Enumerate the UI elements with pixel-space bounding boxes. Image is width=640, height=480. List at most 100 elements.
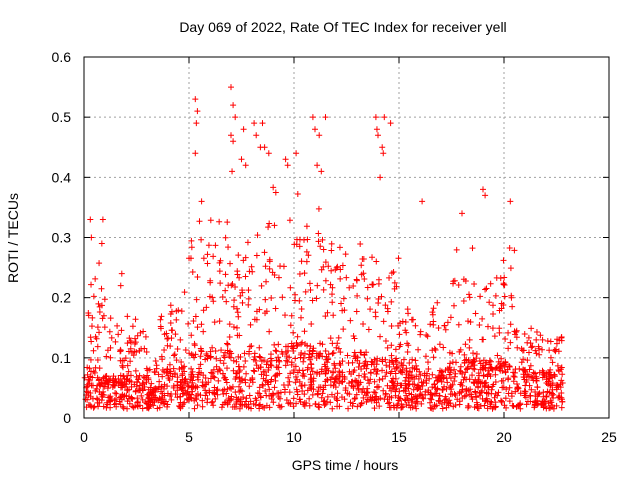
data-point <box>319 236 326 243</box>
data-point <box>239 289 246 296</box>
data-point <box>124 362 131 369</box>
data-point <box>335 345 342 352</box>
data-point <box>333 264 340 271</box>
data-point <box>250 356 257 363</box>
data-point <box>292 373 299 380</box>
data-point <box>533 329 540 336</box>
data-point <box>280 263 287 270</box>
data-point <box>265 366 272 373</box>
data-point <box>455 321 462 328</box>
data-point <box>142 333 149 340</box>
data-point <box>102 380 109 387</box>
data-point <box>471 281 478 288</box>
data-point <box>199 397 206 404</box>
data-point <box>477 293 484 300</box>
data-point <box>259 382 266 389</box>
grid-lines <box>84 57 609 418</box>
data-point <box>287 370 294 377</box>
data-point <box>315 230 322 237</box>
data-point <box>159 373 166 380</box>
data-point <box>109 381 116 388</box>
data-point <box>251 120 258 127</box>
data-point <box>422 353 429 360</box>
data-point <box>224 219 231 226</box>
data-point <box>168 391 175 398</box>
data-point <box>268 395 275 402</box>
data-point <box>190 317 197 324</box>
data-point <box>547 354 554 361</box>
data-point <box>536 351 543 358</box>
data-point <box>296 271 303 278</box>
data-point <box>371 405 378 412</box>
data-point <box>506 244 513 251</box>
data-point <box>337 275 344 282</box>
data-point <box>353 308 360 315</box>
data-point <box>324 377 331 384</box>
data-point <box>245 295 252 302</box>
data-point <box>334 390 341 397</box>
data-point <box>177 379 184 386</box>
data-point <box>342 251 349 258</box>
data-point <box>529 343 536 350</box>
y-tick-label: 0.4 <box>52 169 72 185</box>
data-point <box>484 405 491 412</box>
data-point <box>442 367 449 374</box>
data-point <box>302 288 309 295</box>
data-point <box>398 362 405 369</box>
data-point <box>298 305 305 312</box>
data-point <box>279 294 286 301</box>
data-point <box>222 234 229 241</box>
data-point <box>403 401 410 408</box>
data-point <box>225 244 232 251</box>
data-point <box>266 328 273 335</box>
data-point <box>245 287 252 294</box>
data-point <box>305 252 312 259</box>
data-point <box>173 316 180 323</box>
data-point <box>250 367 257 374</box>
data-point <box>130 352 137 359</box>
data-point <box>354 382 361 389</box>
data-point <box>388 342 395 349</box>
data-point <box>88 323 95 330</box>
data-point <box>518 359 525 366</box>
data-point <box>191 405 198 412</box>
data-point <box>153 362 160 369</box>
data-point <box>434 299 441 306</box>
data-point <box>337 349 344 356</box>
data-point <box>118 396 125 403</box>
data-point <box>501 402 508 409</box>
data-point <box>288 312 295 319</box>
data-point <box>405 397 412 404</box>
data-point <box>212 242 219 249</box>
data-point <box>253 308 260 315</box>
data-point <box>399 318 406 325</box>
data-point <box>520 347 527 354</box>
data-point <box>333 344 340 351</box>
data-point <box>425 366 432 373</box>
data-point <box>440 344 447 351</box>
data-point <box>206 293 213 300</box>
data-point <box>339 379 346 386</box>
data-point <box>457 346 464 353</box>
data-point <box>132 316 139 323</box>
data-point <box>369 254 376 261</box>
data-point <box>354 354 361 361</box>
data-point <box>179 364 186 371</box>
data-point <box>259 381 266 388</box>
data-point <box>421 370 428 377</box>
data-point <box>530 377 537 384</box>
data-point <box>271 271 278 278</box>
data-point <box>148 380 155 387</box>
data-point <box>537 332 544 339</box>
data-point <box>242 162 249 169</box>
data-point <box>198 236 205 243</box>
data-point <box>344 352 351 359</box>
data-point <box>524 339 531 346</box>
data-point <box>200 307 207 314</box>
data-point <box>405 310 412 317</box>
data-point <box>177 336 184 343</box>
data-point <box>392 392 399 399</box>
data-point <box>84 396 91 403</box>
data-point <box>548 399 555 406</box>
data-point <box>287 284 294 291</box>
